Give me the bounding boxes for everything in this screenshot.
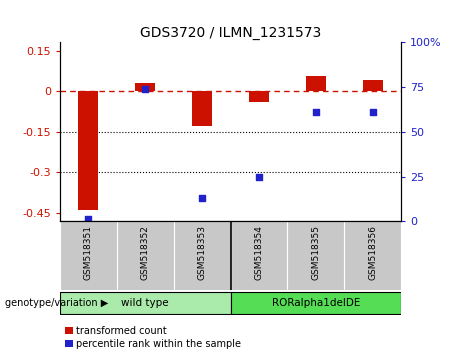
Text: wild type: wild type (121, 298, 169, 308)
Point (312, 109, 319, 115)
Legend: transformed count, percentile rank within the sample: transformed count, percentile rank withi… (65, 326, 242, 349)
Bar (249, 91, 269, 102)
Bar (363, 80, 383, 91)
Point (369, 109, 376, 115)
Bar (78, 91, 98, 210)
Text: GSM518353: GSM518353 (198, 225, 207, 280)
Bar (135, 83, 155, 91)
Text: GSM518355: GSM518355 (311, 225, 320, 280)
Bar (230, 292, 401, 314)
Point (142, 86, 149, 92)
Bar (306, 76, 326, 91)
Bar (192, 91, 212, 126)
Point (255, 174, 263, 179)
Point (198, 195, 206, 201)
Text: RORalpha1delDE: RORalpha1delDE (272, 298, 360, 308)
Title: GDS3720 / ILMN_1231573: GDS3720 / ILMN_1231573 (140, 26, 321, 40)
Text: genotype/variation ▶: genotype/variation ▶ (5, 298, 108, 308)
Bar (60, 292, 230, 314)
Text: GSM518354: GSM518354 (254, 225, 263, 280)
Point (85, 217, 92, 222)
Text: GSM518351: GSM518351 (84, 225, 93, 280)
Text: GSM518356: GSM518356 (368, 225, 377, 280)
Text: GSM518352: GSM518352 (141, 225, 150, 280)
